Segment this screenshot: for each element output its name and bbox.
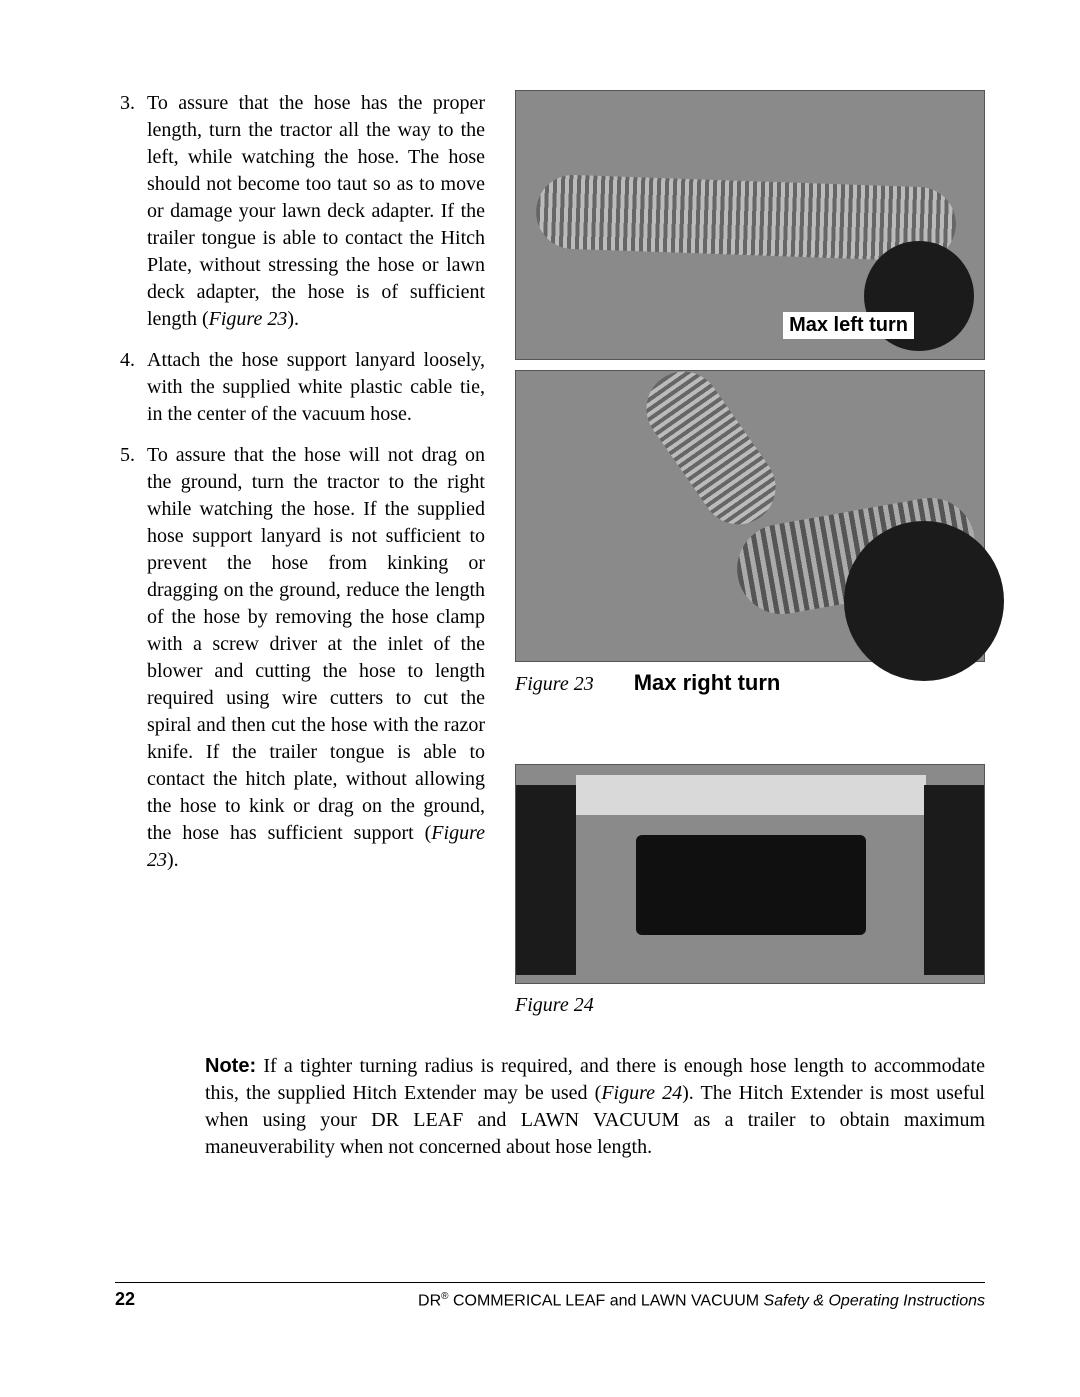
figure-column: Max left turn Figure 23 Max right turn F…	[515, 90, 985, 1017]
figure-23-caption: Figure 23	[515, 673, 594, 696]
step-text: Attach the hose support lanyard loosely,…	[147, 349, 485, 425]
page-footer: 22 DR® COMMERICAL LEAF and LAWN VACUUM S…	[115, 1282, 985, 1310]
hitch-plate-icon	[636, 835, 866, 935]
step-5: 5. To assure that the hose will not drag…	[115, 442, 485, 874]
instruction-column: 3. To assure that the hose has the prope…	[115, 90, 485, 1017]
step-number: 5.	[115, 442, 147, 874]
figure-24-caption: Figure 24	[515, 994, 985, 1017]
wheel-icon	[844, 521, 1004, 681]
step-3: 3. To assure that the hose has the prope…	[115, 90, 485, 333]
footer-brand: DR	[418, 1292, 441, 1309]
figure-label-max-right: Max right turn	[634, 670, 781, 696]
bar-icon	[576, 775, 926, 815]
step-text: To assure that the hose has the proper l…	[147, 92, 485, 330]
step-text-tail: ).	[167, 849, 179, 871]
content-row: 3. To assure that the hose has the prope…	[115, 90, 985, 1017]
step-4: 4. Attach the hose support lanyard loose…	[115, 347, 485, 428]
figure-ref: Figure 24	[601, 1082, 682, 1104]
step-text: To assure that the hose will not drag on…	[147, 444, 485, 844]
wheel-icon	[516, 785, 576, 975]
figure-23-top-photo: Max left turn	[515, 90, 985, 360]
step-number: 4.	[115, 347, 147, 428]
footer-text: DR® COMMERICAL LEAF and LAWN VACUUM Safe…	[315, 1291, 985, 1310]
footer-mid: COMMERICAL LEAF and LAWN VACUUM	[449, 1292, 764, 1309]
step-body: To assure that the hose has the proper l…	[147, 90, 485, 333]
figure-label-max-left: Max left turn	[783, 312, 914, 339]
note-label: Note:	[205, 1055, 256, 1077]
figure-ref: Figure 23	[209, 308, 288, 330]
step-body: To assure that the hose will not drag on…	[147, 442, 485, 874]
step-number: 3.	[115, 90, 147, 333]
figure-23-bottom-photo	[515, 370, 985, 662]
page-number: 22	[115, 1289, 315, 1310]
instruction-list: 3. To assure that the hose has the prope…	[115, 90, 485, 874]
wheel-icon	[924, 785, 984, 975]
manual-page: 3. To assure that the hose has the prope…	[115, 90, 985, 1310]
hose-icon	[632, 357, 790, 539]
note-block: Note: If a tighter turning radius is req…	[205, 1053, 985, 1161]
step-text-tail: ).	[287, 308, 299, 330]
figure-24-photo	[515, 764, 985, 984]
footer-tail: Safety & Operating Instructions	[764, 1292, 985, 1309]
step-body: Attach the hose support lanyard loosely,…	[147, 347, 485, 428]
registered-icon: ®	[441, 1291, 448, 1302]
